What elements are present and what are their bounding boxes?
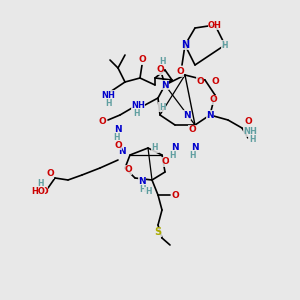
Text: H: H bbox=[113, 134, 119, 142]
Text: H: H bbox=[145, 188, 151, 196]
Text: N: N bbox=[161, 80, 169, 89]
Text: O: O bbox=[188, 125, 196, 134]
Text: H: H bbox=[37, 179, 43, 188]
Text: N: N bbox=[206, 110, 214, 119]
Text: H: H bbox=[159, 103, 165, 112]
Text: O: O bbox=[46, 169, 54, 178]
Text: HO: HO bbox=[31, 188, 45, 196]
Text: O: O bbox=[196, 77, 204, 86]
Text: O: O bbox=[114, 140, 122, 149]
Text: O: O bbox=[176, 68, 184, 76]
Text: H: H bbox=[190, 152, 196, 160]
Text: O: O bbox=[156, 65, 164, 74]
Text: O: O bbox=[124, 166, 132, 175]
Text: O: O bbox=[161, 158, 169, 166]
Text: H: H bbox=[160, 58, 166, 67]
Text: NH: NH bbox=[131, 100, 145, 109]
Text: O: O bbox=[40, 188, 48, 196]
Text: O: O bbox=[171, 190, 179, 200]
Text: O: O bbox=[138, 56, 146, 64]
Text: H: H bbox=[249, 136, 255, 145]
Text: N: N bbox=[181, 40, 189, 50]
Text: H: H bbox=[222, 40, 228, 50]
Text: O: O bbox=[244, 118, 252, 127]
Text: N: N bbox=[114, 125, 122, 134]
Text: N: N bbox=[118, 148, 126, 157]
Text: S: S bbox=[154, 227, 162, 237]
Text: NH: NH bbox=[243, 128, 257, 136]
Text: H: H bbox=[133, 109, 139, 118]
Text: O: O bbox=[98, 118, 106, 127]
Text: H: H bbox=[139, 185, 145, 194]
Text: OH: OH bbox=[208, 20, 222, 29]
Text: N: N bbox=[183, 110, 191, 119]
Text: H: H bbox=[170, 152, 176, 160]
Text: N: N bbox=[171, 143, 179, 152]
Text: N: N bbox=[138, 178, 146, 187]
Text: H: H bbox=[105, 98, 111, 107]
Text: H: H bbox=[152, 143, 158, 152]
Text: NH: NH bbox=[101, 91, 115, 100]
Text: O: O bbox=[211, 77, 219, 86]
Text: O: O bbox=[209, 95, 217, 104]
Text: N: N bbox=[191, 143, 199, 152]
